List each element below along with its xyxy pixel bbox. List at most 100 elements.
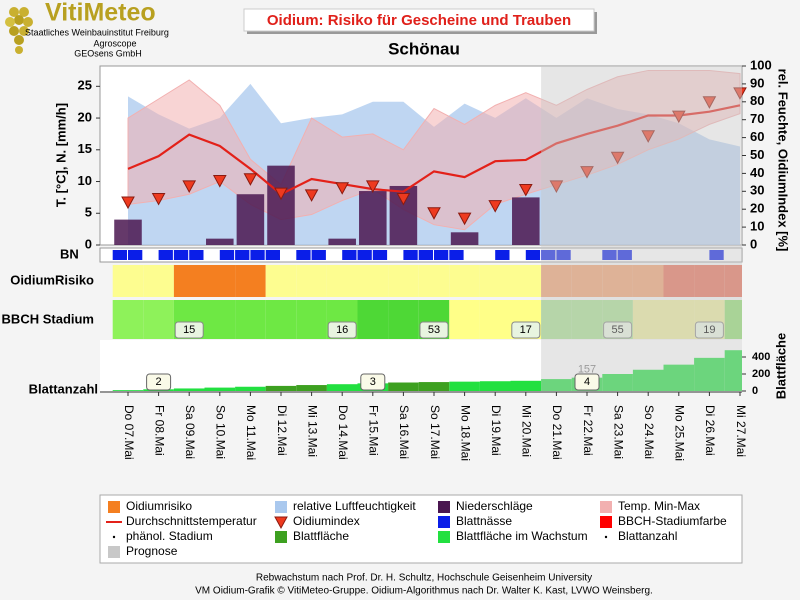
- legend-label: Durchschnittstemperatur: [126, 514, 257, 528]
- leaf-count-label: 4: [584, 376, 590, 388]
- legend-label: phänol. Stadium: [126, 529, 213, 543]
- bn-cell: [694, 250, 709, 260]
- x-tick-label: Do 07.Mai: [122, 405, 136, 460]
- index-marker: [212, 175, 227, 188]
- leaf-axis-label: Blattfläche: [773, 333, 788, 399]
- precip-bar: [114, 219, 142, 245]
- leaf-bar: [449, 381, 480, 391]
- risk-cell: [235, 265, 266, 297]
- bn-cell: [678, 250, 694, 260]
- index-marker: [243, 173, 258, 186]
- row-label: BN: [60, 246, 79, 261]
- risk-cell: [112, 265, 144, 297]
- x-tick-label: So 10.Mai: [214, 405, 228, 459]
- precip-bar: [206, 238, 234, 245]
- bbch-cell: [296, 300, 327, 339]
- leaf-bar: [235, 386, 266, 391]
- bn-cell: [372, 250, 388, 260]
- x-tick-label: Mo 11.Mai: [244, 405, 258, 460]
- bn-cell: [311, 250, 326, 260]
- legend-label: relative Luftfeuchtigkeit: [293, 499, 416, 513]
- bn-cell: [663, 250, 678, 260]
- risk-cell: [510, 265, 542, 297]
- x-tick-label: Di 26.Mai: [703, 405, 717, 456]
- legend-swatch: [275, 501, 287, 513]
- bn-cell: [709, 250, 724, 260]
- bn-cell: [143, 250, 158, 260]
- legend-label: BBCH-Stadiumfarbe: [618, 514, 727, 528]
- precip-bar: [450, 232, 479, 245]
- risk-cell: [388, 265, 419, 297]
- leaf-bar: [632, 369, 664, 391]
- x-tick-label: Mi 13.Mai: [305, 405, 319, 457]
- risk-cell: [479, 265, 511, 297]
- bn-cell: [296, 250, 311, 260]
- risk-cell: [204, 265, 236, 297]
- logo-text: VitiMeteo: [45, 0, 156, 27]
- leaf-bar: [541, 379, 572, 391]
- legend-swatch: [438, 531, 450, 543]
- index-marker: [610, 151, 625, 165]
- y2-tick-label: 30: [750, 183, 764, 198]
- y2-tick-label: 20: [750, 201, 764, 216]
- legend-label: Oidiumindex: [293, 514, 360, 528]
- risk-cell: [265, 265, 297, 297]
- bn-cell: [740, 250, 741, 260]
- bn-cell: [602, 250, 617, 260]
- y-tick-label: 0: [85, 236, 92, 251]
- bbch-cell: [724, 300, 742, 339]
- index-marker: [641, 130, 656, 143]
- bn-cell: [510, 250, 525, 260]
- bn-cell: [479, 250, 495, 260]
- precip-bar: [359, 191, 387, 245]
- index-marker: [274, 187, 288, 201]
- legend-swatch: [604, 535, 608, 539]
- bn-cell: [724, 250, 739, 260]
- legend: [99, 494, 743, 564]
- bbch-stage-label: 19: [703, 324, 715, 336]
- x-tick-label: Fr 08.Mai: [152, 405, 166, 456]
- risk-cell: [663, 265, 695, 297]
- bbch-cell: [541, 300, 572, 339]
- leaf-count-label: 3: [370, 376, 376, 388]
- risk-cell: [173, 265, 205, 297]
- bbch-cell: [204, 300, 236, 339]
- y2-tick-label: 60: [750, 129, 764, 144]
- bn-cell: [158, 250, 173, 260]
- bn-cell: [617, 250, 632, 260]
- leaf-bar: [602, 374, 633, 391]
- leaf-bar: [418, 382, 450, 391]
- bbch-stage-label: 55: [611, 324, 623, 336]
- y2-tick-label: 50: [750, 147, 764, 162]
- x-tick-label: So 17.Mai: [428, 405, 442, 459]
- risk-cell: [449, 265, 480, 297]
- leaf-count-label: 2: [156, 376, 162, 388]
- legend-swatch: [275, 531, 287, 543]
- index-marker: [396, 192, 411, 206]
- index-marker: [549, 180, 564, 193]
- bn-cell: [571, 250, 586, 260]
- bn-cell: [281, 250, 296, 260]
- bn-cell: [250, 250, 265, 260]
- temp-line: [127, 104, 741, 196]
- bbch-cell: [479, 300, 511, 339]
- leaf-bar: [724, 350, 742, 391]
- bbch-stage-label: 15: [183, 324, 195, 336]
- risk-cell: [541, 265, 572, 297]
- x-tick-label: Mi 27.Mai: [734, 405, 748, 457]
- y-axis-label: T. [°C], N. [mm/h]: [53, 103, 68, 207]
- index-marker: [488, 200, 503, 213]
- legend-swatch: [438, 501, 450, 513]
- precip-bar: [328, 238, 356, 245]
- leaf-bar: [173, 388, 205, 391]
- bn-cell: [357, 250, 372, 260]
- bbch-cell: [265, 300, 297, 339]
- legend-swatch: [600, 501, 612, 513]
- x-tick-label: Mo 25.Mai: [673, 405, 687, 461]
- bn-cell: [449, 250, 464, 260]
- chart-subtitle: Schönau: [388, 39, 460, 58]
- leaf-value-label: 157: [578, 364, 596, 376]
- y2-tick-label: 90: [750, 75, 764, 90]
- risk-cell: [418, 265, 450, 297]
